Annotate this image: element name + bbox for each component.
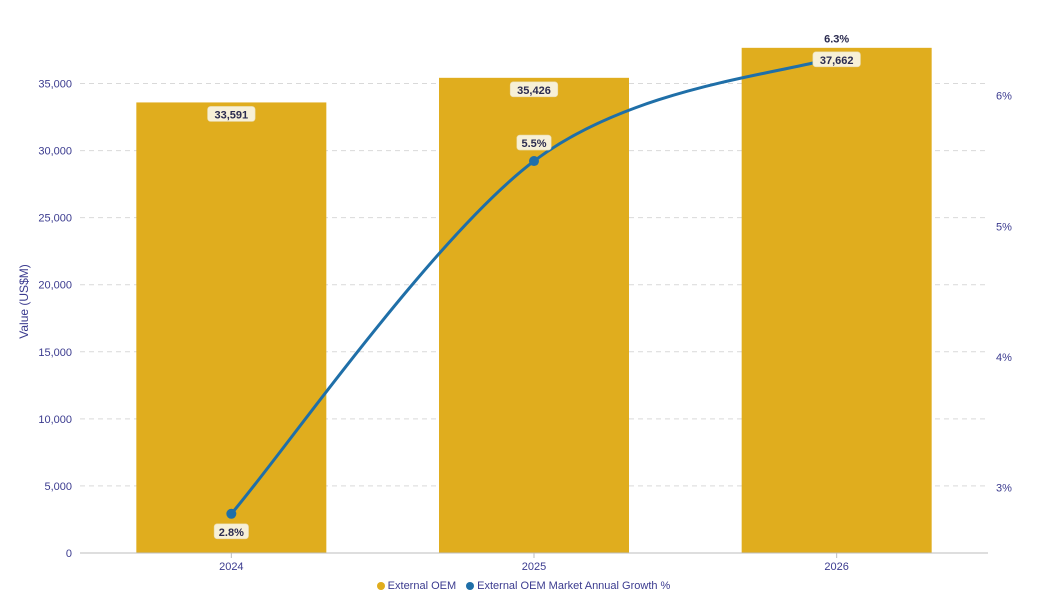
y2-tick-label: 5%: [996, 221, 1012, 233]
legend-label-bar: External OEM: [387, 580, 457, 592]
x-tick-label: 2024: [219, 561, 243, 573]
growth-line: [230, 55, 838, 515]
x-tick-label: 2025: [522, 561, 546, 573]
growth-value-label: 5.5%: [521, 138, 546, 150]
legend-label-line: External OEM Market Annual Growth %: [477, 580, 671, 592]
y-axis-label: Value (US$M): [17, 264, 31, 338]
y-tick-label: 5,000: [44, 481, 72, 493]
legend: External OEM External OEM Market Annual …: [0, 580, 1047, 592]
y2-tick-label: 6%: [996, 91, 1012, 103]
bar: [741, 47, 932, 554]
growth-point: [226, 508, 237, 519]
bar: [136, 102, 327, 554]
y-tick-label: 0: [66, 548, 72, 560]
y2-tick-label: 3%: [996, 483, 1012, 495]
y-tick-label: 30,000: [38, 146, 72, 158]
y-tick-label: 15,000: [38, 347, 72, 359]
bar-value-label: 37,662: [820, 55, 854, 67]
growth-point: [529, 156, 539, 167]
x-tick-label: 2026: [824, 561, 848, 573]
bar-value-label-bg: [812, 51, 861, 68]
legend-marker-line: [466, 582, 475, 590]
growth-value-label-bg: [213, 523, 249, 540]
bar-value-label-bg: [509, 81, 559, 98]
y-tick-label: 20,000: [38, 280, 72, 292]
legend-marker-bar: [376, 582, 385, 590]
growth-value-label-bg: [516, 134, 552, 151]
chart-svg: 0 5,000 10,000 15,000 20,000 25,000 30,000 35,0…: [17, 34, 1012, 573]
growth-value-label: 6.3%: [824, 34, 849, 46]
y-tick-label: 10,000: [38, 414, 72, 426]
legend-item-bar[interactable]: External OEM: [376, 580, 457, 592]
legend-item-line[interactable]: External OEM Market Annual Growth %: [466, 580, 670, 592]
growth-value-label: 2.8%: [219, 527, 244, 539]
y2-tick-label: 4%: [996, 352, 1012, 364]
bar-value-label-bg: [207, 106, 256, 122]
y-tick-label: 25,000: [38, 213, 72, 225]
y-tick-label: 35,000: [38, 79, 72, 91]
bar-value-label: 33,591: [215, 109, 249, 121]
bar-value-label: 35,426: [517, 85, 551, 97]
